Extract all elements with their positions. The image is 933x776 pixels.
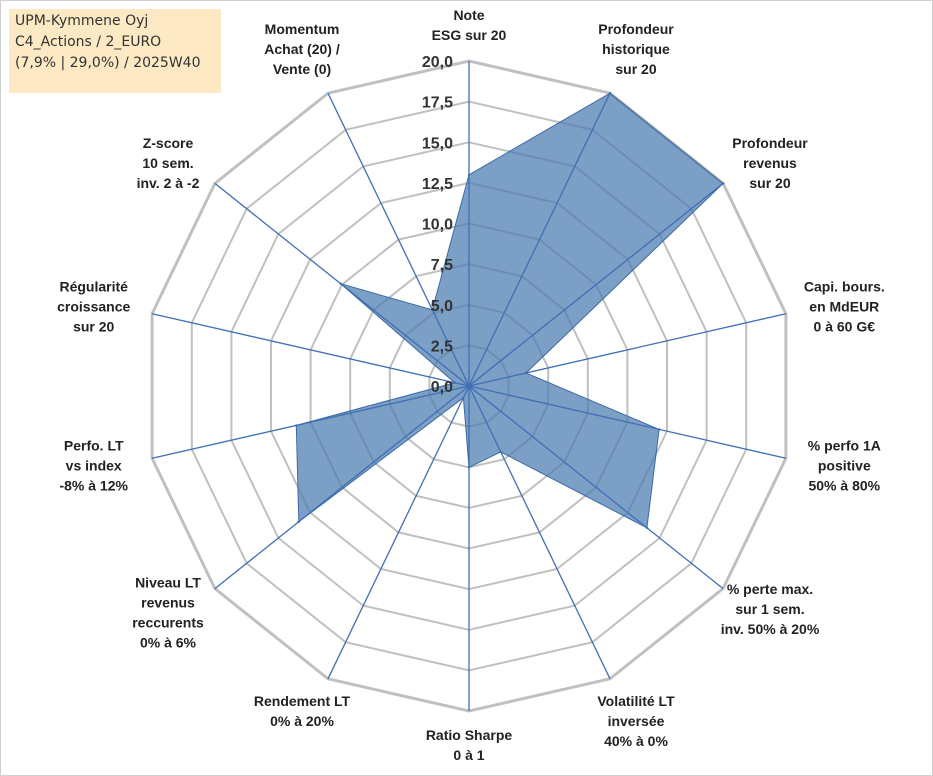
tick-label-7: 17,5 [422, 95, 453, 112]
axis-label-line: Vente (0) [273, 61, 331, 77]
spoke-10 [151, 385, 470, 459]
axis-label-line: revenus [141, 594, 195, 610]
axis-label-line: Note [453, 7, 484, 23]
radar-ticks: 0,0 2,5 5,0 7,5 10,0 12,5 15,0 17,5 20,0 [422, 54, 453, 396]
axis-label-line: Capi. bours. [804, 278, 885, 294]
axis-label-line: Profondeur [598, 21, 674, 37]
tick-label-3: 7,5 [431, 257, 453, 274]
tick-label-8: 20,0 [422, 54, 453, 71]
axis-label-9: Niveau LT revenus reccurents 0% à 6% [132, 574, 204, 650]
spoke-5 [468, 385, 724, 590]
tick-label-4: 10,0 [422, 217, 453, 234]
axis-label-line: sur 20 [73, 318, 114, 334]
tick-label-2: 5,0 [431, 298, 453, 315]
axis-label-8: Rendement LT 0% à 20% [254, 693, 351, 729]
info-box: UPM-Kymmene Oyj C4_Actions / 2_EURO (7,9… [9, 9, 221, 93]
axis-label-line: vs index [66, 458, 122, 474]
tick-label-0: 0,0 [431, 379, 453, 396]
axis-label-line: reccurents [132, 614, 204, 630]
axis-label-line: en MdEUR [809, 298, 879, 314]
axis-label-6: Volatilité LT inversée 40% à 0% [597, 693, 675, 749]
spoke-9 [214, 385, 470, 590]
spoke-13 [327, 92, 470, 387]
axis-label-line: sur 1 sem. [735, 601, 804, 617]
spoke-8 [327, 385, 470, 680]
axis-label-7: Ratio Sharpe 0 à 1 [426, 727, 513, 763]
axis-label-line: Niveau LT [135, 574, 201, 590]
series-area-0 [295, 92, 724, 529]
tick-label-6: 15,0 [422, 135, 453, 152]
axis-label-line: Momentum [265, 21, 340, 37]
axis-label-line: Profondeur [732, 135, 808, 151]
axis-label-line: sur 20 [615, 61, 656, 77]
spoke-11 [151, 313, 470, 387]
axis-label-1: Profondeur historique sur 20 [598, 21, 674, 77]
axis-label-line: Volatilité LT [597, 693, 675, 709]
spoke-2 [468, 182, 724, 387]
axis-label-5: % perte max. sur 1 sem. inv. 50% à 20% [721, 581, 820, 637]
axis-label-line: 40% à 0% [604, 733, 668, 749]
company-name: UPM-Kymmene Oyj [15, 13, 149, 29]
axis-label-line: % perte max. [727, 581, 813, 597]
axis-label-line: 10 sem. [142, 155, 193, 171]
axis-label-3: Capi. bours. en MdEUR 0 à 60 G€ [804, 278, 885, 334]
tick-label-5: 12,5 [422, 176, 453, 193]
radar-spokes [151, 61, 787, 711]
axis-label-line: Z-score [143, 135, 194, 151]
spoke-1 [468, 92, 611, 387]
axis-label-line: 0% à 20% [270, 713, 334, 729]
axis-label-12: Z-score 10 sem. inv. 2 à -2 [137, 135, 200, 191]
axis-label-line: 0 à 1 [453, 747, 484, 763]
axis-label-line: inv. 2 à -2 [137, 175, 200, 191]
axis-label-line: 0% à 6% [140, 634, 197, 650]
axis-label-line: positive [818, 458, 871, 474]
category-label: C4_Actions / 2_EURO [15, 34, 162, 50]
axis-label-11: Régularité croissance sur 20 [57, 278, 130, 334]
axis-label-line: Perfo. LT [64, 438, 124, 454]
axis-label-line: inversée [608, 713, 665, 729]
spoke-12 [214, 182, 470, 387]
axis-label-line: Rendement LT [254, 693, 351, 709]
axis-label-line: 50% à 80% [808, 478, 880, 494]
axis-label-line: % perfo 1A [808, 438, 881, 454]
axis-label-2: Profondeur revenus sur 20 [732, 135, 808, 191]
spoke-3 [468, 313, 787, 387]
axis-label-line: ESG sur 20 [432, 27, 507, 43]
axis-label-10: Perfo. LT vs index -8% à 12% [59, 438, 128, 494]
spoke-4 [468, 385, 787, 459]
axis-label-line: inv. 50% à 20% [721, 621, 820, 637]
spoke-6 [468, 385, 611, 680]
axis-label-line: -8% à 12% [59, 478, 128, 494]
axis-label-line: sur 20 [749, 175, 790, 191]
axis-label-line: Régularité [59, 278, 128, 294]
axis-label-line: revenus [743, 155, 797, 171]
radar-axis-labels: Note ESG sur 20 Profondeur historique sur 20… [57, 7, 885, 763]
axis-label-line: croissance [57, 298, 130, 314]
tick-label-1: 2,5 [431, 338, 453, 355]
axis-label-line: Achat (20) / [264, 41, 340, 57]
axis-label-0: Note ESG sur 20 [432, 7, 507, 43]
axis-label-line: historique [602, 41, 670, 57]
axis-label-line: 0 à 60 G€ [814, 318, 876, 334]
axis-label-line: Ratio Sharpe [426, 727, 513, 743]
axis-label-4: % perfo 1A positive 50% à 80% [808, 438, 881, 494]
axis-label-13: Momentum Achat (20) / Vente (0) [264, 21, 340, 77]
stats-label: (7,9% | 29,0%) / 2025W40 [15, 55, 201, 71]
